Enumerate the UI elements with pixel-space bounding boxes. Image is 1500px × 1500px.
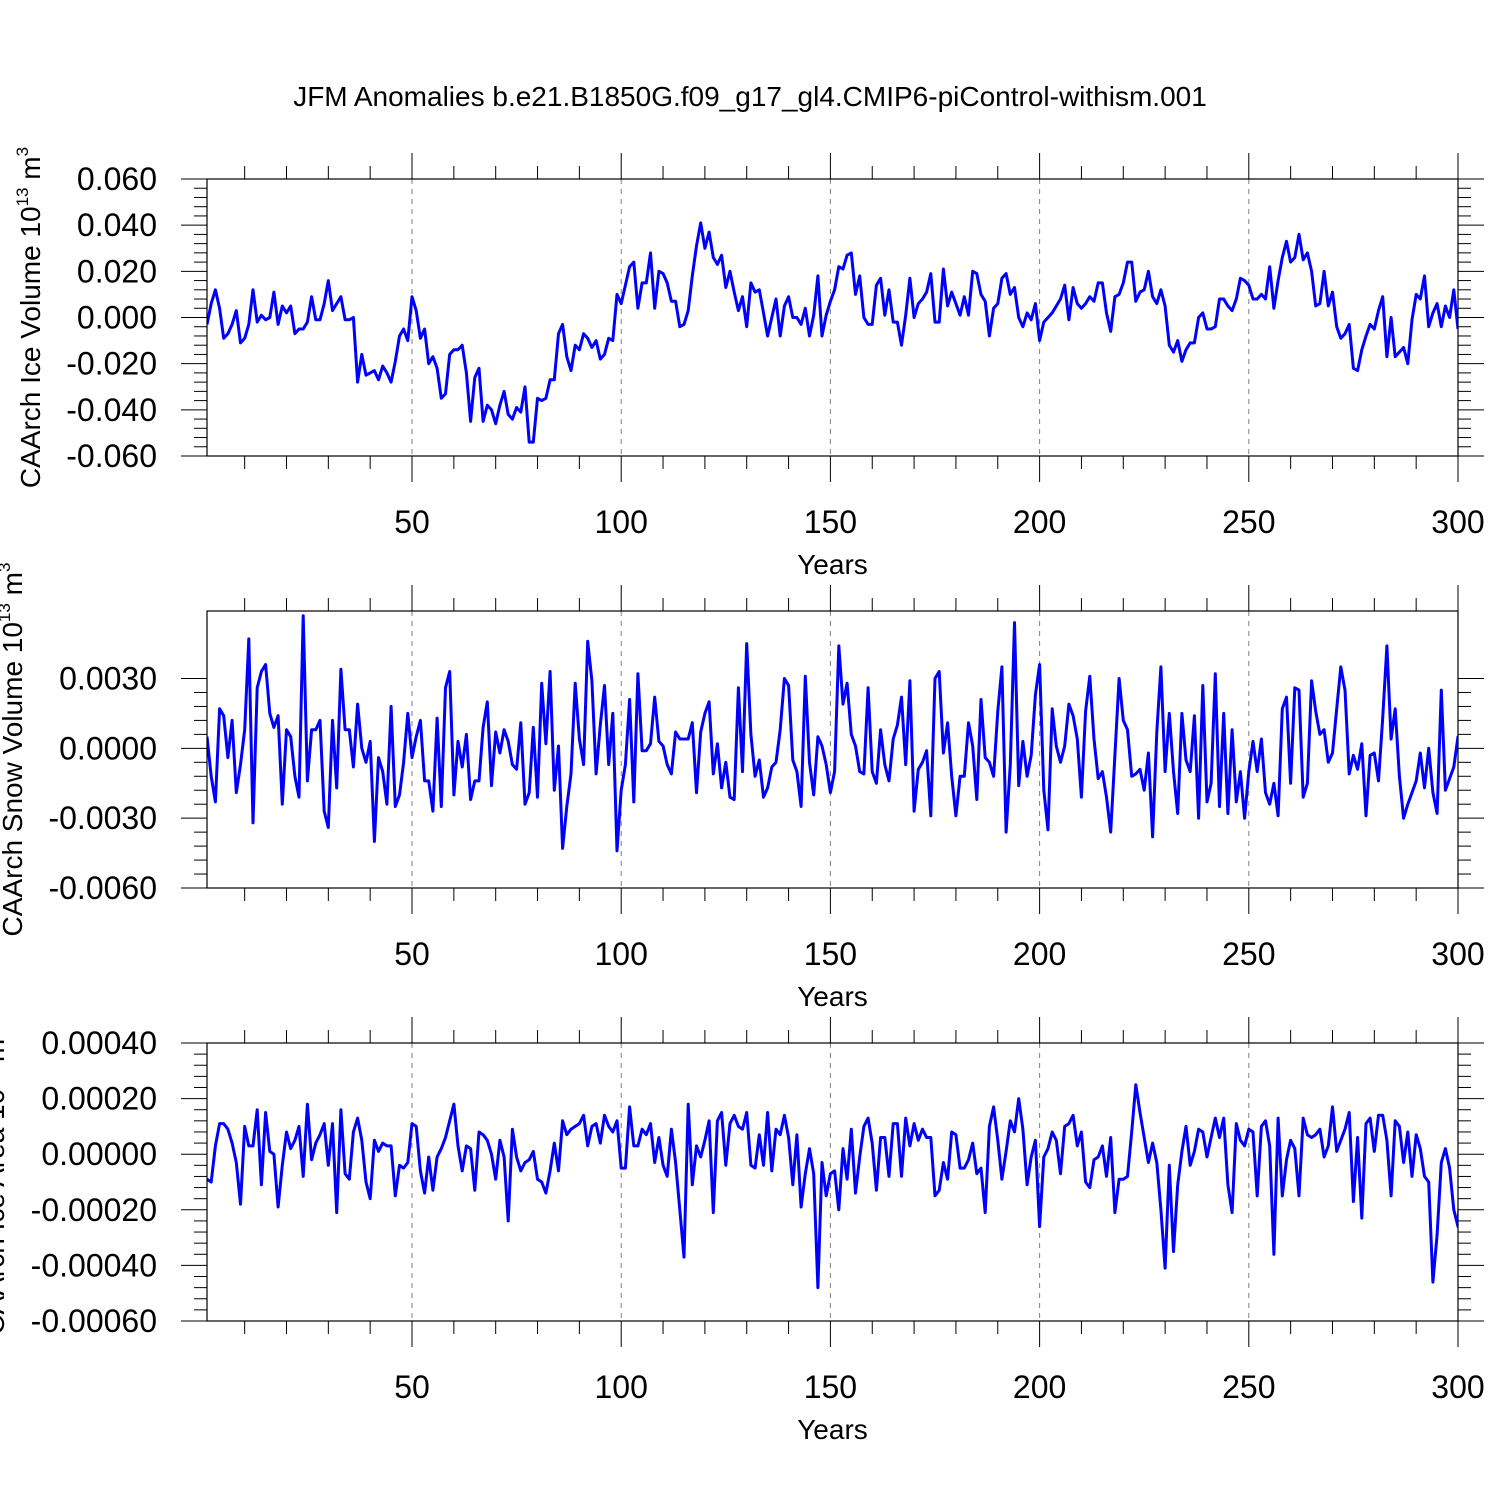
y-tick-label: 0.060 (77, 161, 157, 197)
x-tick-label: 300 (1431, 504, 1484, 540)
y-tick-label: -0.00020 (31, 1192, 157, 1228)
series-line (207, 614, 1458, 853)
y-tick-label: 0.00000 (41, 1136, 157, 1172)
plot-frame (206, 610, 1459, 889)
y-tick-label: 0.00040 (41, 1025, 157, 1061)
y-axis-label: CAArch Snow Volume 1013 m3 (0, 563, 28, 937)
y-axis-label-exp: 13 (13, 187, 32, 206)
x-tick-label: 250 (1222, 504, 1275, 540)
y-tick-label: 0.00020 (41, 1081, 157, 1117)
plot-frame (206, 178, 1459, 457)
y-axis-label-unit-exp: 3 (0, 563, 14, 572)
series-line (207, 221, 1458, 444)
y-axis-label-unit: m (15, 156, 46, 187)
chart-panel-3: 0.00040 0.00020 0.00000 -0.00020 -0.00040 -0.… (0, 1017, 1485, 1445)
y-axis-label: CAArch Ice Volume 1013 m3 (13, 147, 46, 488)
x-axis-label: Years (797, 1414, 868, 1445)
y-axis-label-unit: m (0, 1039, 10, 1070)
y-tick-label: -0.0060 (48, 870, 157, 906)
x-tick-label: 300 (1431, 1369, 1484, 1405)
plot-frame (206, 1042, 1459, 1322)
x-tick-label: 100 (595, 1369, 648, 1405)
y-tick-label: 0.040 (77, 207, 157, 243)
figure-title: JFM Anomalies b.e21.B1850G.f09_g17_gl4.C… (293, 81, 1207, 112)
x-tick-label: 50 (394, 504, 430, 540)
series-line (207, 1083, 1458, 1290)
x-tick-label: 100 (595, 936, 648, 972)
y-tick-label: -0.040 (66, 392, 157, 428)
x-tick-label: 100 (595, 504, 648, 540)
y-tick-label: 0.0030 (59, 661, 157, 697)
y-tick-label: 0.020 (77, 253, 157, 289)
x-tick-label: 200 (1013, 1369, 1066, 1405)
y-tick-label: -0.060 (66, 438, 157, 474)
chart-panel-1: 0.060 0.040 0.020 0.000 -0.020 -0.040 -0.060 50… (13, 147, 1485, 580)
y-tick-label: 0.000 (77, 300, 157, 336)
x-tick-label: 200 (1013, 504, 1066, 540)
y-axis-label-main: CAArch Snow Volume 10 (0, 622, 28, 936)
y-axis-label: CAArch Ice Area 1013 m2 (0, 1029, 10, 1334)
y-tick-label: -0.020 (66, 346, 157, 382)
x-tick-label: 250 (1222, 936, 1275, 972)
y-tick-label: -0.00060 (31, 1303, 157, 1339)
y-tick-label: -0.00040 (31, 1247, 157, 1283)
y-axis-label-unit-exp: 3 (13, 147, 32, 156)
chart-panel-2: 0.0030 0.0000 -0.0030 -0.0060 50 100 150 200 250… (0, 563, 1485, 1012)
y-axis-label-unit: m (0, 572, 28, 603)
x-axis-label: Years (797, 981, 868, 1012)
y-axis-label-main: CAArch Ice Volume 10 (15, 206, 46, 488)
x-tick-label: 150 (804, 936, 857, 972)
x-tick-label: 50 (394, 1369, 430, 1405)
x-tick-label: 200 (1013, 936, 1066, 972)
chart-panels: 0.060 0.040 0.020 0.000 -0.020 -0.040 -0.060 50… (0, 147, 1485, 1445)
x-axis-label: Years (797, 549, 868, 580)
y-axis-label-exp: 13 (0, 603, 14, 622)
x-tick-label: 250 (1222, 1369, 1275, 1405)
x-tick-label: 50 (394, 936, 430, 972)
y-axis-label-main: CAArch Ice Area 10 (0, 1089, 10, 1335)
x-tick-label: 150 (804, 1369, 857, 1405)
x-tick-label: 300 (1431, 936, 1484, 972)
y-tick-label: 0.0000 (59, 730, 157, 766)
y-tick-label: -0.0030 (48, 800, 157, 836)
x-tick-label: 150 (804, 504, 857, 540)
